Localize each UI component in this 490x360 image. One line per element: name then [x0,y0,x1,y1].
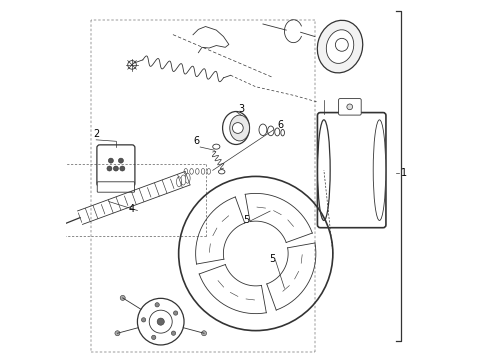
Ellipse shape [207,168,211,174]
FancyBboxPatch shape [318,113,386,228]
Ellipse shape [275,128,280,136]
Circle shape [113,166,119,171]
Text: 1: 1 [401,168,407,178]
Ellipse shape [326,30,354,63]
Circle shape [157,318,164,325]
Circle shape [347,104,353,110]
Circle shape [232,123,243,134]
Ellipse shape [181,175,186,185]
Circle shape [151,335,156,339]
Text: 3: 3 [238,104,245,114]
Text: 5: 5 [269,255,275,265]
Circle shape [173,311,178,315]
FancyBboxPatch shape [97,182,135,192]
Ellipse shape [318,120,330,220]
Circle shape [108,158,113,163]
Ellipse shape [373,120,386,220]
Text: 2: 2 [93,129,99,139]
Ellipse shape [184,168,188,174]
Circle shape [335,39,348,51]
Ellipse shape [201,168,205,174]
Ellipse shape [230,115,249,141]
FancyBboxPatch shape [97,145,135,186]
Circle shape [172,331,176,335]
Ellipse shape [185,173,190,183]
Ellipse shape [222,112,249,144]
Circle shape [201,331,207,336]
Ellipse shape [219,170,225,174]
Ellipse shape [318,20,363,73]
Ellipse shape [281,130,285,136]
Ellipse shape [213,144,220,149]
Ellipse shape [259,124,267,135]
Circle shape [107,166,112,171]
FancyBboxPatch shape [339,99,361,115]
Ellipse shape [176,177,181,187]
Circle shape [155,303,159,307]
Circle shape [115,331,120,336]
Ellipse shape [268,126,274,136]
Text: 5: 5 [244,215,250,225]
Text: 4: 4 [129,204,135,214]
Ellipse shape [196,168,199,174]
Text: 6: 6 [194,136,199,146]
Circle shape [119,158,123,163]
Circle shape [120,166,125,171]
Text: 6: 6 [278,120,284,130]
Circle shape [128,60,136,69]
Ellipse shape [190,168,194,174]
Circle shape [120,296,125,300]
Circle shape [142,318,146,322]
